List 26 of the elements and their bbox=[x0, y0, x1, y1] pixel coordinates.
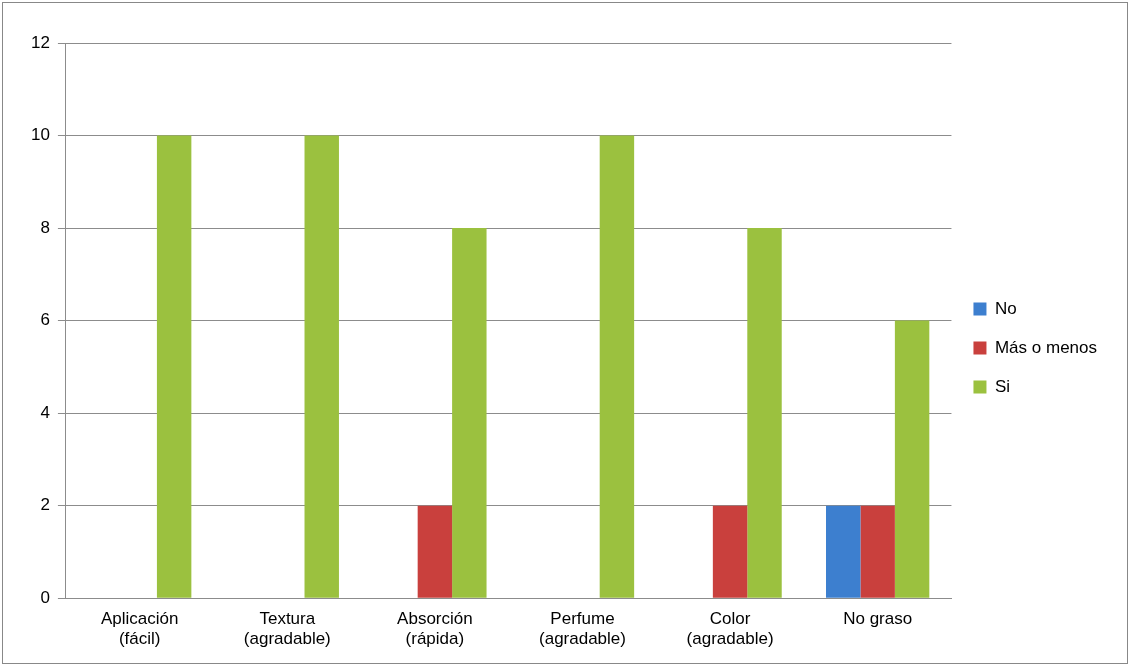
x-tick-label: Color (agradable) bbox=[686, 609, 774, 649]
x-tick-label: Aplicación (fácil) bbox=[100, 609, 179, 649]
bar bbox=[860, 505, 895, 598]
legend-label: Si bbox=[994, 376, 1011, 396]
y-tick-label: 2 bbox=[40, 495, 50, 515]
bar bbox=[826, 505, 861, 598]
bar bbox=[894, 320, 930, 598]
x-tick-label: Textura (agradable) bbox=[243, 609, 331, 649]
x-tick-label: Absorción (rápida) bbox=[397, 609, 473, 649]
x-tick-label: Perfume (agradable) bbox=[539, 609, 626, 649]
legend-label: No bbox=[994, 298, 1017, 318]
x-tick-label: No graso bbox=[843, 609, 913, 629]
legend-label: Más o menos bbox=[994, 337, 1098, 357]
y-tick-label: 10 bbox=[30, 125, 50, 145]
bar bbox=[417, 505, 453, 598]
y-tick-label: 0 bbox=[40, 587, 50, 607]
bar bbox=[599, 135, 635, 598]
y-tick-label: 8 bbox=[40, 217, 50, 237]
bar bbox=[304, 135, 339, 598]
y-tick-label: 12 bbox=[30, 32, 50, 52]
y-tick-label: 4 bbox=[40, 402, 50, 422]
bar bbox=[452, 228, 487, 598]
bar bbox=[712, 505, 748, 598]
bar bbox=[156, 135, 192, 598]
bar bbox=[747, 228, 782, 598]
y-tick-label: 6 bbox=[40, 310, 50, 330]
